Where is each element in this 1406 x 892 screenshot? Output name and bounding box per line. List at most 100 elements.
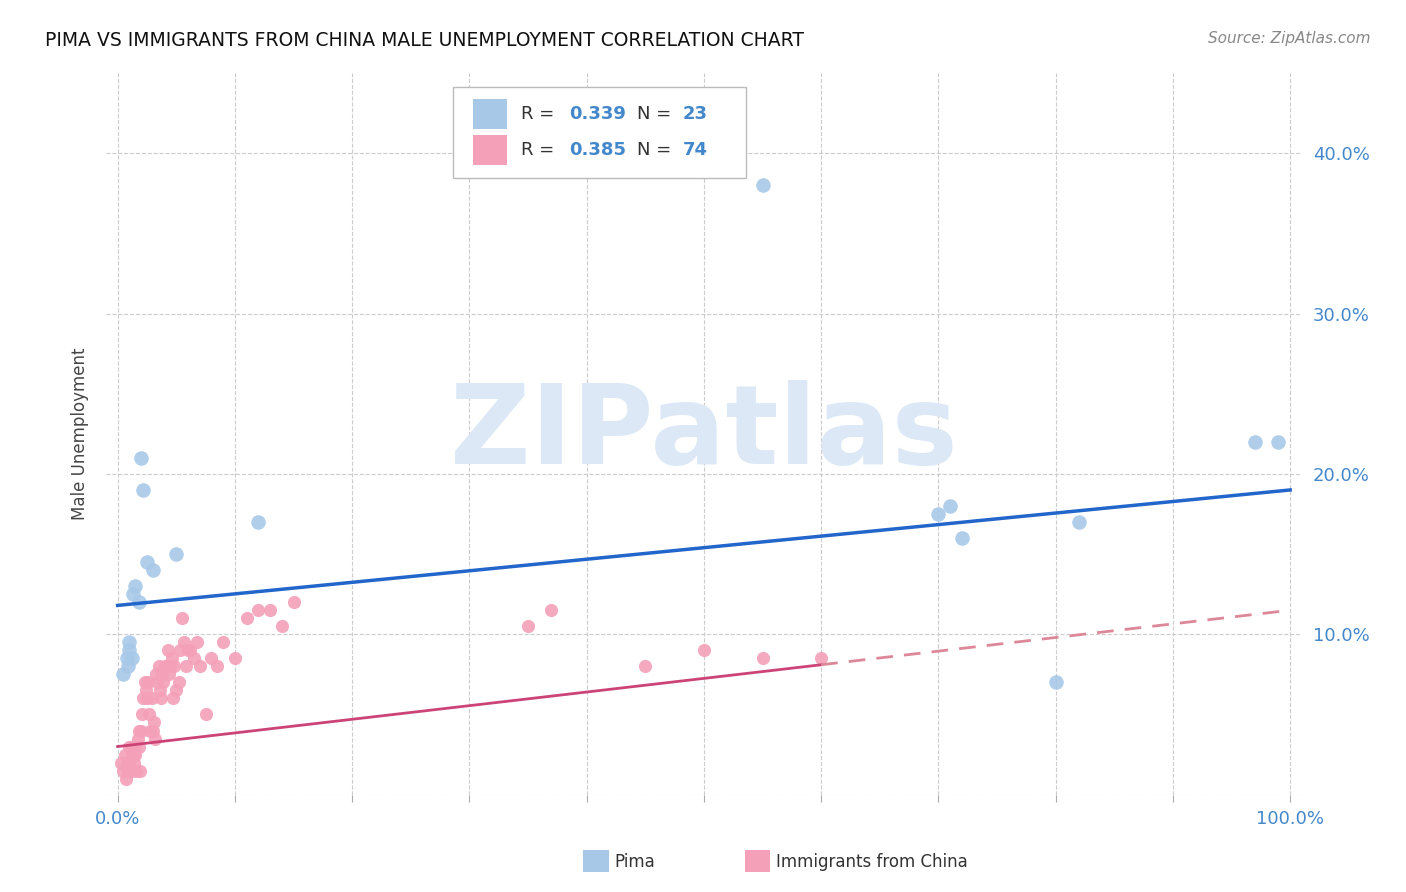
Bar bbox=[472, 99, 506, 129]
Point bbox=[634, 659, 657, 673]
Point bbox=[167, 675, 190, 690]
Point bbox=[165, 683, 187, 698]
Point bbox=[177, 643, 200, 657]
Text: 0.339: 0.339 bbox=[569, 105, 626, 123]
Point bbox=[149, 683, 172, 698]
Point bbox=[118, 635, 141, 649]
Point bbox=[118, 756, 141, 770]
Point bbox=[152, 675, 174, 690]
Point bbox=[143, 731, 166, 746]
Point bbox=[1069, 515, 1091, 529]
Point bbox=[165, 547, 187, 561]
Point bbox=[148, 659, 170, 673]
Point bbox=[247, 515, 270, 529]
Point bbox=[235, 611, 257, 625]
Point bbox=[159, 659, 181, 673]
Point bbox=[939, 499, 962, 513]
Point bbox=[112, 667, 135, 681]
Point bbox=[693, 643, 716, 657]
Point bbox=[169, 643, 191, 657]
Point bbox=[114, 747, 136, 762]
Point bbox=[129, 764, 152, 778]
Text: 74: 74 bbox=[682, 141, 707, 159]
Point bbox=[138, 707, 160, 722]
Point bbox=[121, 739, 143, 754]
Point bbox=[127, 731, 149, 746]
Point bbox=[115, 756, 138, 770]
Point bbox=[132, 483, 155, 497]
Point bbox=[139, 723, 162, 738]
Point bbox=[200, 651, 222, 665]
Point bbox=[188, 659, 211, 673]
Point bbox=[160, 651, 183, 665]
Point bbox=[162, 691, 184, 706]
Text: 23: 23 bbox=[682, 105, 707, 123]
Point bbox=[128, 723, 150, 738]
Point bbox=[134, 675, 156, 690]
Text: Immigrants from China: Immigrants from China bbox=[776, 853, 967, 871]
Point bbox=[142, 723, 165, 738]
Point bbox=[128, 739, 150, 754]
Point bbox=[751, 651, 773, 665]
Point bbox=[124, 739, 146, 754]
Point bbox=[115, 651, 138, 665]
Text: Source: ZipAtlas.com: Source: ZipAtlas.com bbox=[1208, 31, 1371, 46]
Point bbox=[247, 603, 270, 617]
Point bbox=[172, 611, 194, 625]
Point bbox=[194, 707, 217, 722]
Point bbox=[179, 643, 201, 657]
Point bbox=[1267, 434, 1289, 449]
Point bbox=[150, 691, 173, 706]
Point bbox=[118, 643, 141, 657]
Point bbox=[1045, 675, 1067, 690]
Point bbox=[173, 635, 195, 649]
Point bbox=[540, 603, 562, 617]
Point bbox=[135, 683, 157, 698]
Point bbox=[136, 675, 159, 690]
Point bbox=[153, 659, 176, 673]
Point bbox=[141, 691, 163, 706]
Text: 0.385: 0.385 bbox=[569, 141, 626, 159]
Point bbox=[259, 603, 281, 617]
Point bbox=[927, 507, 949, 521]
Point bbox=[129, 450, 152, 465]
Point bbox=[163, 659, 186, 673]
Point bbox=[517, 619, 540, 633]
Point bbox=[122, 747, 145, 762]
Point bbox=[156, 659, 179, 673]
Point bbox=[115, 772, 138, 786]
Point bbox=[118, 739, 141, 754]
Point bbox=[810, 651, 832, 665]
Text: PIMA VS IMMIGRANTS FROM CHINA MALE UNEMPLOYMENT CORRELATION CHART: PIMA VS IMMIGRANTS FROM CHINA MALE UNEMP… bbox=[45, 31, 804, 50]
Point bbox=[174, 659, 197, 673]
Point bbox=[124, 747, 146, 762]
Bar bbox=[472, 135, 506, 165]
Point bbox=[145, 667, 167, 681]
Point bbox=[117, 659, 139, 673]
Point bbox=[143, 715, 166, 730]
Point bbox=[121, 651, 143, 665]
Point bbox=[751, 178, 773, 193]
Y-axis label: Male Unemployment: Male Unemployment bbox=[72, 348, 89, 520]
Point bbox=[157, 667, 180, 681]
Point bbox=[150, 667, 173, 681]
Point bbox=[157, 643, 180, 657]
Point bbox=[117, 764, 139, 778]
FancyBboxPatch shape bbox=[453, 87, 745, 178]
Text: R =: R = bbox=[522, 105, 560, 123]
Text: Pima: Pima bbox=[614, 853, 655, 871]
Point bbox=[112, 764, 135, 778]
Point bbox=[283, 595, 305, 609]
Point bbox=[212, 635, 235, 649]
Point bbox=[270, 619, 292, 633]
Text: ZIPatlas: ZIPatlas bbox=[450, 380, 957, 487]
Point bbox=[120, 764, 142, 778]
Point bbox=[110, 756, 132, 770]
Point bbox=[128, 595, 150, 609]
Text: N =: N = bbox=[637, 141, 676, 159]
Point bbox=[1244, 434, 1267, 449]
Point bbox=[122, 587, 145, 601]
Point bbox=[224, 651, 246, 665]
Point bbox=[132, 691, 155, 706]
Point bbox=[136, 555, 159, 569]
